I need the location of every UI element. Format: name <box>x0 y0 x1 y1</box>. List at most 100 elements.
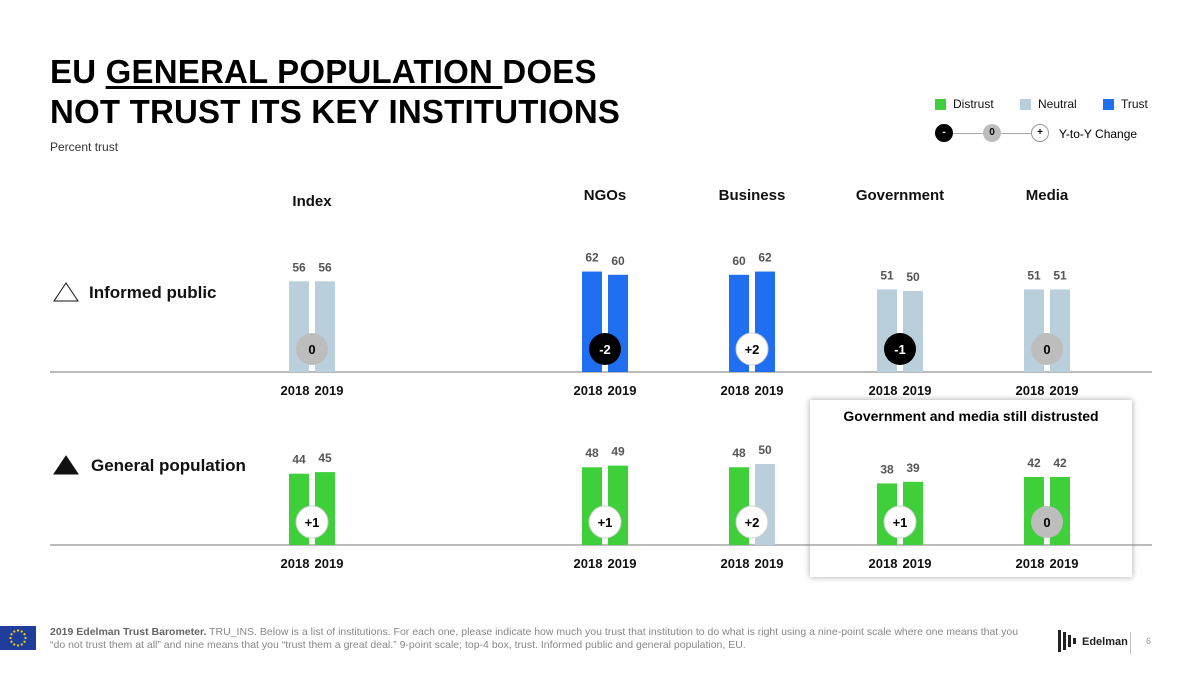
footer-source-body: TRU_INS. Below is a list of institutions… <box>50 626 1019 651</box>
change-label-general-population-media: 0 <box>1043 515 1050 530</box>
change-legend-zero: 0 <box>983 124 1001 142</box>
year-label-general-population-media-2019: 2019 <box>1050 556 1079 571</box>
year-label-general-population-media-2018: 2018 <box>1016 556 1045 571</box>
edelman-mark-icon <box>1058 630 1076 652</box>
change-label-informed-public-media: 0 <box>1043 342 1050 357</box>
change-circle-general-population-business <box>735 505 769 539</box>
legend-item-neutral: Neutral <box>1020 97 1077 111</box>
page-number: 6 <box>1146 636 1152 646</box>
value-label-general-population-index-2018: 44 <box>292 453 306 467</box>
value-label-general-population-government-2019: 39 <box>906 461 920 475</box>
subtitle: Percent trust <box>50 140 119 154</box>
change-circle-general-population-media <box>1031 506 1063 538</box>
title-line-2: NOT TRUST ITS KEY INSTITUTIONS <box>50 93 621 130</box>
value-label-informed-public-media-2019: 51 <box>1053 268 1067 282</box>
change-circle-general-population-government <box>883 505 917 539</box>
value-label-general-population-business-2019: 50 <box>758 443 772 457</box>
year-label-general-population-ngos-2019: 2019 <box>608 556 637 571</box>
change-label-general-population-government: +1 <box>893 515 908 530</box>
category-label-government: Government <box>856 187 944 204</box>
year-label-general-population-business-2018: 2018 <box>721 556 750 571</box>
value-label-informed-public-government-2018: 51 <box>880 268 894 282</box>
category-label-business: Business <box>719 187 786 204</box>
value-label-informed-public-ngos-2019: 60 <box>611 254 625 268</box>
change-label-informed-public-index: 0 <box>308 342 315 357</box>
value-label-general-population-media-2019: 42 <box>1053 456 1067 470</box>
footer-source-text: 2019 Edelman Trust Barometer. TRU_INS. B… <box>50 626 1020 652</box>
eu-flag-icon <box>0 626 36 650</box>
value-label-general-population-business-2018: 48 <box>732 446 746 460</box>
year-label-informed-public-ngos-2018: 2018 <box>574 383 603 398</box>
change-circle-general-population-index <box>295 505 329 539</box>
footer-divider <box>1130 632 1131 654</box>
year-label-informed-public-media-2019: 2019 <box>1050 383 1079 398</box>
legend-item-distrust: Distrust <box>935 97 994 111</box>
change-legend-minus: - <box>935 124 953 142</box>
value-label-informed-public-index-2019: 56 <box>318 260 332 274</box>
change-legend-plus: + <box>1031 124 1049 142</box>
row-label-general-population: General population <box>91 456 246 475</box>
title-underlined: GENERAL POPULATION <box>105 53 503 90</box>
change-label-general-population-ngos: +1 <box>598 515 613 530</box>
year-label-general-population-ngos-2018: 2018 <box>574 556 603 571</box>
footer-source-bold: 2019 Edelman Trust Barometer. <box>50 626 207 638</box>
triangle-icon-informed-public <box>53 282 79 302</box>
change-label-informed-public-ngos: -2 <box>599 342 611 357</box>
value-label-informed-public-ngos-2018: 62 <box>585 251 599 265</box>
value-label-general-population-government-2018: 38 <box>880 462 894 476</box>
value-label-general-population-ngos-2019: 49 <box>611 445 625 459</box>
change-label-general-population-business: +2 <box>745 515 760 530</box>
legend-item-trust: Trust <box>1103 97 1148 111</box>
value-label-general-population-index-2019: 45 <box>318 451 332 465</box>
change-circle-informed-public-media <box>1031 333 1063 365</box>
year-label-informed-public-government-2018: 2018 <box>869 383 898 398</box>
value-label-informed-public-media-2018: 51 <box>1027 268 1041 282</box>
edelman-logo: Edelman <box>1056 628 1128 654</box>
year-label-informed-public-index-2018: 2018 <box>281 383 310 398</box>
year-label-informed-public-media-2018: 2018 <box>1016 383 1045 398</box>
change-circle-informed-public-ngos <box>589 333 621 365</box>
callout-box: Government and media still distrusted <box>810 400 1132 577</box>
value-label-general-population-ngos-2018: 48 <box>585 446 599 460</box>
change-circle-general-population-ngos <box>588 505 622 539</box>
change-circle-informed-public-index <box>296 333 328 365</box>
category-label-index: Index <box>292 193 332 210</box>
year-label-general-population-government-2019: 2019 <box>903 556 932 571</box>
change-label-informed-public-government: -1 <box>894 342 906 357</box>
title-part-3: DOES <box>502 53 597 90</box>
category-label-ngos: NGOs <box>584 187 627 204</box>
year-label-general-population-index-2018: 2018 <box>281 556 310 571</box>
value-label-general-population-media-2018: 42 <box>1027 456 1041 470</box>
legend-swatch-trust <box>1103 98 1114 110</box>
change-label-general-population-index: +1 <box>305 515 320 530</box>
row-label-informed-public: Informed public <box>89 283 217 302</box>
change-circle-informed-public-business <box>735 332 769 366</box>
year-label-informed-public-index-2019: 2019 <box>315 383 344 398</box>
triangle-icon-general-population <box>53 455 79 475</box>
year-label-informed-public-business-2018: 2018 <box>721 383 750 398</box>
legend-label-trust: Trust <box>1121 97 1148 111</box>
legend-label-neutral: Neutral <box>1038 97 1077 111</box>
change-label-informed-public-business: +2 <box>745 342 760 357</box>
year-label-general-population-index-2019: 2019 <box>315 556 344 571</box>
change-circle-informed-public-government <box>884 333 916 365</box>
year-label-informed-public-government-2019: 2019 <box>903 383 932 398</box>
legend-swatch-distrust <box>935 98 946 110</box>
year-label-informed-public-business-2019: 2019 <box>755 383 784 398</box>
page-title: EU GENERAL POPULATION DOES NOT TRUST ITS … <box>50 52 620 132</box>
year-label-informed-public-ngos-2019: 2019 <box>608 383 637 398</box>
year-label-general-population-government-2018: 2018 <box>869 556 898 571</box>
legend-swatch-neutral <box>1020 98 1031 110</box>
value-label-informed-public-index-2018: 56 <box>292 260 306 274</box>
category-label-media: Media <box>1026 187 1069 204</box>
legend-label-distrust: Distrust <box>953 97 994 111</box>
value-label-informed-public-government-2019: 50 <box>906 270 920 284</box>
change-legend-label: Y-to-Y Change <box>1059 127 1138 141</box>
footer: 2019 Edelman Trust Barometer. TRU_INS. B… <box>0 622 1200 675</box>
title-part-1: EU <box>50 53 106 90</box>
change-legend: - 0 + Y-to-Y Change <box>935 124 1175 144</box>
edelman-logo-text: Edelman <box>1082 636 1128 648</box>
year-label-general-population-business-2019: 2019 <box>755 556 784 571</box>
callout-text: Government and media still distrusted <box>843 408 1099 424</box>
